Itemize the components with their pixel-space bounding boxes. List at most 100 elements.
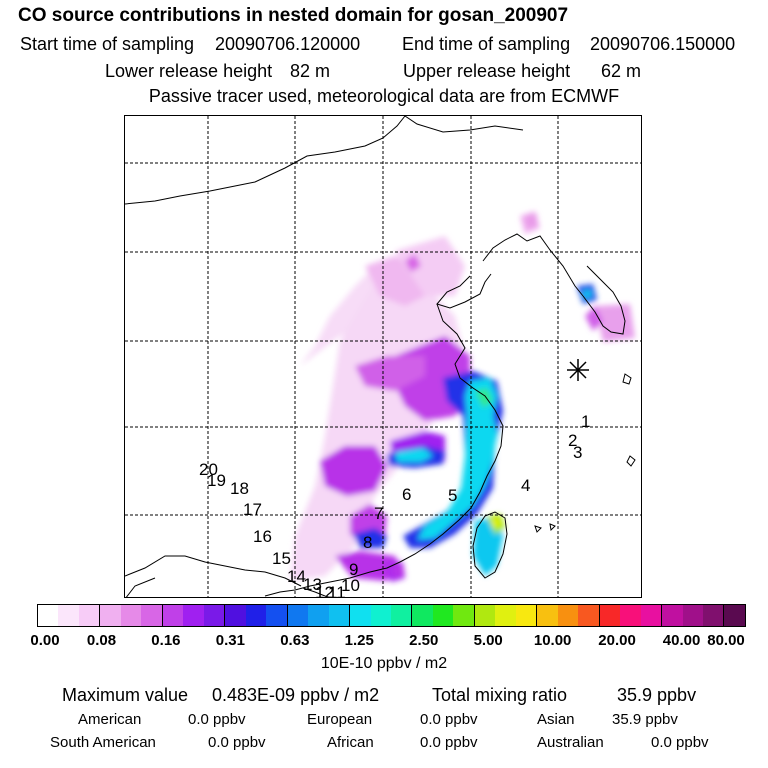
contrib-south-american-value: 0.0 ppbv <box>208 734 266 751</box>
contrib-south-american-label: South American <box>50 734 156 751</box>
colorbar-segment <box>286 605 309 626</box>
start-time-value: 20090706.120000 <box>215 34 361 54</box>
marker-19: 19 <box>207 471 226 490</box>
lower-release-label: Lower release height <box>105 61 273 81</box>
colorbar-segment <box>473 605 496 626</box>
max-value: 0.483E-09 ppbv / m2 <box>212 685 380 705</box>
colorbar-segment <box>38 605 59 626</box>
plot-title: CO source contributions in nested domain… <box>18 5 569 26</box>
lower-release-value: 82 m <box>290 61 331 81</box>
colorbar-segment <box>99 605 121 626</box>
map-panel: 1 2 3 4 5 6 7 8 9 10 11 12 13 14 15 16 1… <box>124 115 642 598</box>
contrib-asian-label: Asian <box>537 711 575 728</box>
colorbar <box>37 604 746 627</box>
colorbar-tick-label: 2.50 <box>409 632 439 649</box>
colorbar-tick-label: 40.00 <box>662 632 701 649</box>
marker-18: 18 <box>230 479 249 498</box>
contrib-asian-value: 35.9 ppbv <box>612 711 678 728</box>
colorbar-segment <box>661 605 683 626</box>
colorbar-tick-label: 0.00 <box>30 632 60 649</box>
colorbar-segment <box>453 605 474 626</box>
colorbar-segment <box>536 605 558 626</box>
colorbar-tick-label: 20.00 <box>598 632 636 649</box>
colorbar-segment <box>495 605 516 626</box>
colorbar-segment <box>120 605 142 626</box>
contrib-american-value: 0.0 ppbv <box>188 711 246 728</box>
colorbar-segment <box>349 605 371 626</box>
concentration-field <box>290 211 635 582</box>
marker-20: 20 <box>199 460 218 479</box>
contrib-american-label: American <box>78 711 142 728</box>
colorbar-segment <box>308 605 329 626</box>
marker-5: 5 <box>448 486 457 505</box>
colorbar-tick-label: 0.31 <box>215 632 245 649</box>
colorbar-segment <box>557 605 579 626</box>
marker-10: 10 <box>341 576 360 595</box>
contrib-australian-value: 0.0 ppbv <box>651 734 709 751</box>
marker-2: 2 <box>568 431 577 450</box>
coastlines <box>125 116 636 597</box>
colorbar-segment <box>224 605 246 626</box>
lat-lon-grid <box>125 116 641 597</box>
contrib-australian-label: Australian <box>537 734 604 751</box>
colorbar-tick-label: 0.63 <box>280 632 310 649</box>
colorbar-segment <box>640 605 662 626</box>
colorbar-tick-label: 0.08 <box>86 632 117 649</box>
colorbar-tick-label: 10.00 <box>533 632 572 649</box>
colorbar-segment <box>183 605 204 626</box>
colorbar-tick-label: 5.00 <box>473 632 503 649</box>
marker-13: 13 <box>303 575 322 594</box>
marker-17: 17 <box>243 500 262 519</box>
marker-4: 4 <box>521 476 530 495</box>
map-canvas: 1 2 3 4 5 6 7 8 9 10 11 12 13 14 15 16 1… <box>125 116 641 598</box>
total-mixing-label: Total mixing ratio <box>432 685 568 705</box>
colorbar-segment <box>411 605 433 626</box>
upper-release-label: Upper release height <box>403 61 571 81</box>
colorbar-segment <box>432 605 454 626</box>
max-value-label: Maximum value <box>62 685 189 705</box>
marker-9: 9 <box>349 560 358 579</box>
colorbar-segment <box>328 605 350 626</box>
marker-7: 7 <box>374 504 383 523</box>
colorbar-segment <box>515 605 537 626</box>
marker-3: 3 <box>573 443 582 462</box>
colorbar-segment <box>161 605 184 626</box>
colorbar-segment <box>703 605 724 626</box>
colorbar-segment <box>78 605 100 626</box>
marker-14: 14 <box>287 567 306 586</box>
start-time-label: Start time of sampling <box>20 34 195 54</box>
contrib-african-value: 0.0 ppbv <box>420 734 478 751</box>
end-time-label: End time of sampling <box>402 34 571 54</box>
colorbar-segment <box>370 605 391 626</box>
marker-1: 1 <box>581 412 590 431</box>
upper-release-value: 62 m <box>601 61 642 81</box>
colorbar-segment <box>266 605 287 626</box>
marker-6: 6 <box>402 485 411 504</box>
marker-8: 8 <box>363 533 372 552</box>
contrib-european-label: European <box>307 711 373 728</box>
contrib-african-label: African <box>327 734 374 751</box>
colorbar-segment <box>723 605 745 626</box>
contrib-european-value: 0.0 ppbv <box>420 711 478 728</box>
tracer-note: Passive tracer used, meteorological data… <box>148 86 620 106</box>
colorbar-segment <box>58 605 79 626</box>
total-mixing-value: 35.9 ppbv <box>617 685 697 705</box>
colorbar-segment <box>620 605 641 626</box>
colorbar-segment <box>390 605 412 626</box>
receptor-star-icon <box>567 359 589 381</box>
colorbar-units: 10E-10 ppbv / m2 <box>320 655 448 672</box>
colorbar-segment <box>141 605 162 626</box>
colorbar-segment <box>578 605 599 626</box>
colorbar-tick-label: 80.00 <box>707 632 745 649</box>
colorbar-segment <box>203 605 225 626</box>
marker-12: 12 <box>315 583 334 598</box>
end-time-value: 20090706.150000 <box>590 34 736 54</box>
marker-16: 16 <box>253 527 272 546</box>
colorbar-segment <box>245 605 267 626</box>
colorbar-segment <box>598 605 621 626</box>
colorbar-tick-label: 0.16 <box>151 632 181 649</box>
colorbar-segment <box>682 605 703 626</box>
colorbar-tick-label: 1.25 <box>344 632 374 649</box>
marker-11: 11 <box>328 583 346 598</box>
marker-15: 15 <box>272 549 291 568</box>
